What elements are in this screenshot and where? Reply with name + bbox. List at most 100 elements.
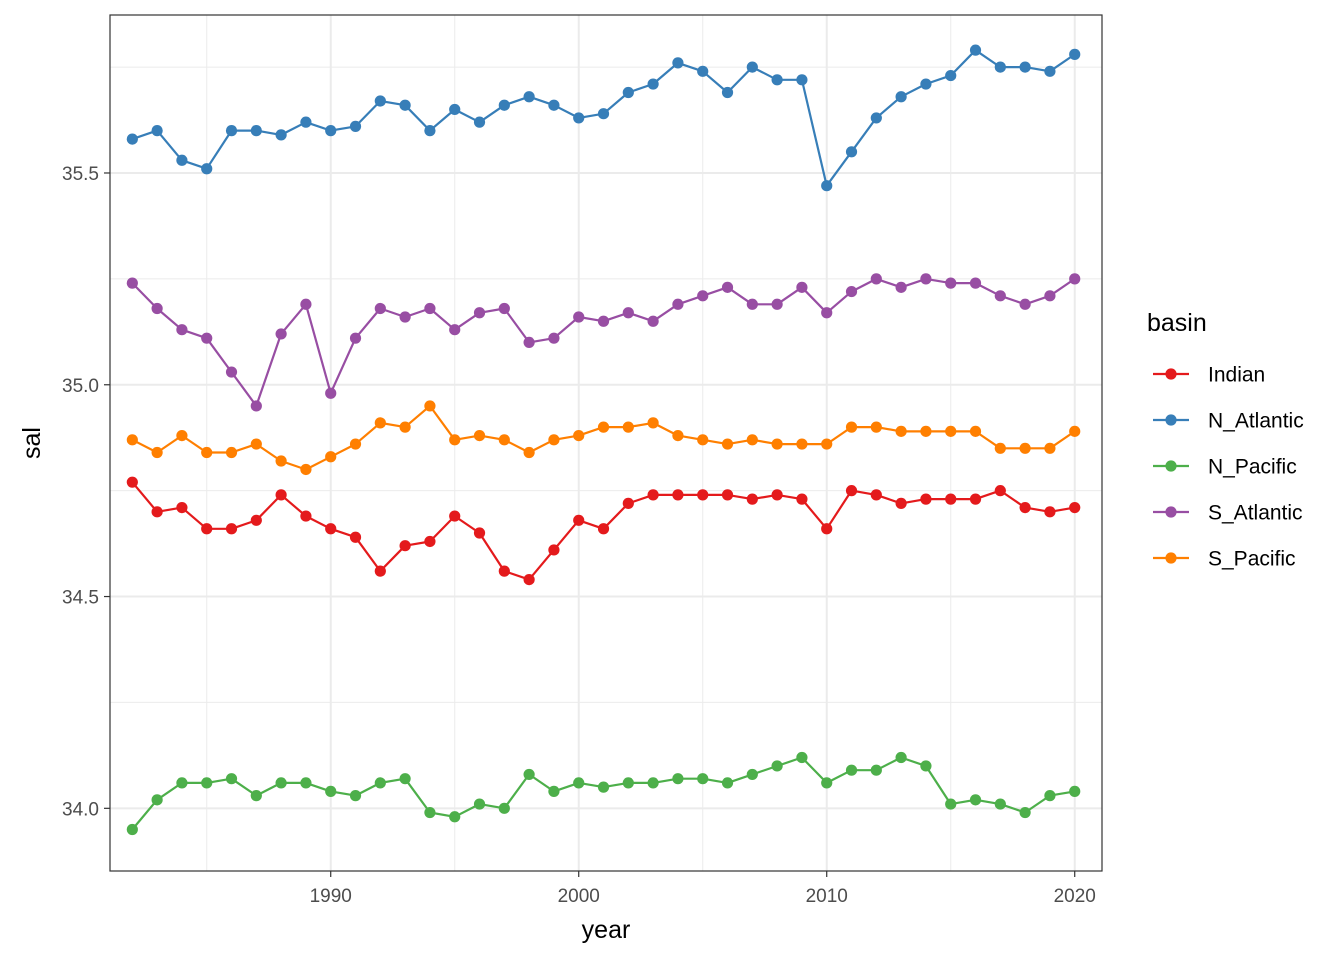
data-point-n-pacific <box>969 794 982 806</box>
data-point-s-pacific <box>870 421 882 433</box>
series-n-pacific <box>126 751 1081 836</box>
data-point-indian <box>349 531 362 543</box>
data-point-indian <box>746 493 758 505</box>
data-point-n-atlantic <box>870 112 882 124</box>
data-point-s-pacific <box>969 425 982 437</box>
data-point-n-atlantic <box>300 116 312 128</box>
data-point-indian <box>201 523 213 535</box>
data-point-s-pacific <box>473 429 486 442</box>
data-point-indian <box>647 489 659 501</box>
x-tick-label: 1990 <box>310 886 352 907</box>
data-point-s-pacific <box>424 400 436 412</box>
data-point-n-pacific <box>151 794 163 806</box>
data-point-n-atlantic <box>349 120 362 132</box>
data-point-n-pacific <box>672 773 684 785</box>
legend: basin Indian N_Atlantic N_Pacific S_Atlanti… <box>1147 309 1304 571</box>
data-point-n-pacific <box>647 777 659 789</box>
data-point-n-atlantic <box>771 74 783 86</box>
data-point-n-atlantic <box>597 108 610 120</box>
data-point-s-atlantic <box>1069 273 1081 285</box>
data-point-s-pacific <box>151 446 163 459</box>
data-point-s-pacific <box>622 421 634 433</box>
data-point-s-atlantic <box>399 311 411 323</box>
data-point-indian <box>622 497 634 509</box>
legend-key-point <box>1165 414 1177 426</box>
data-point-s-pacific <box>746 434 758 446</box>
data-point-s-atlantic <box>225 366 238 378</box>
data-point-n-atlantic <box>945 69 957 82</box>
data-point-s-atlantic <box>498 302 510 315</box>
data-point-s-atlantic <box>721 281 734 293</box>
data-point-n-atlantic <box>895 91 907 103</box>
data-point-n-pacific <box>325 785 337 797</box>
data-point-s-pacific <box>548 434 560 446</box>
legend-title: basin <box>1147 309 1207 337</box>
data-point-indian <box>771 489 783 501</box>
data-point-s-pacific <box>1019 442 1031 454</box>
y-axis-title: sal <box>18 427 46 459</box>
data-point-indian <box>225 523 238 535</box>
data-point-s-pacific <box>573 429 585 442</box>
data-point-s-atlantic <box>176 324 188 336</box>
data-point-s-pacific <box>1044 442 1056 454</box>
data-point-s-pacific <box>697 434 709 446</box>
data-point-s-pacific <box>300 463 312 476</box>
data-point-s-atlantic <box>374 302 386 315</box>
data-point-n-atlantic <box>250 125 262 137</box>
data-point-s-atlantic <box>672 298 684 310</box>
x-tick-label: 2010 <box>806 886 848 907</box>
data-point-s-atlantic <box>746 298 758 310</box>
data-point-indian <box>697 489 709 501</box>
legend-label: N_Atlantic <box>1208 410 1304 433</box>
data-point-n-pacific <box>721 777 734 789</box>
data-point-indian <box>895 497 907 509</box>
data-point-indian <box>151 506 163 518</box>
y-tick-label: 34.0 <box>62 799 99 820</box>
data-point-s-atlantic <box>796 281 808 293</box>
legend-label: Indian <box>1208 364 1265 387</box>
series-n-atlantic <box>126 44 1081 192</box>
data-point-n-atlantic <box>449 103 461 116</box>
data-point-n-atlantic <box>1019 61 1031 73</box>
data-point-n-atlantic <box>275 129 287 141</box>
data-point-s-atlantic <box>647 315 659 327</box>
data-point-s-atlantic <box>969 277 982 289</box>
data-point-n-atlantic <box>473 116 486 128</box>
data-point-n-atlantic <box>746 61 758 73</box>
data-point-indian <box>672 489 684 501</box>
data-point-indian <box>994 485 1006 497</box>
data-point-s-pacific <box>374 417 386 429</box>
data-point-n-pacific <box>746 768 758 781</box>
data-point-s-atlantic <box>1019 298 1031 310</box>
data-point-n-pacific <box>597 781 610 793</box>
data-point-n-atlantic <box>796 74 808 86</box>
data-point-s-pacific <box>796 438 808 450</box>
data-point-s-pacific <box>349 438 362 450</box>
data-point-s-atlantic <box>250 400 262 412</box>
data-point-s-atlantic <box>325 387 337 399</box>
data-point-indian <box>945 493 957 505</box>
data-point-n-atlantic <box>176 154 188 166</box>
data-point-n-pacific <box>895 751 907 764</box>
data-point-n-pacific <box>498 802 510 814</box>
data-point-indian <box>845 485 858 497</box>
data-point-indian <box>870 489 882 501</box>
series-s-atlantic <box>126 273 1081 412</box>
y-tick-label: 35.5 <box>62 164 99 185</box>
legend-item-indian: Indian <box>1153 364 1265 387</box>
data-point-n-atlantic <box>622 86 634 99</box>
data-point-s-pacific <box>771 438 783 450</box>
legend-label: N_Pacific <box>1208 456 1297 479</box>
data-point-s-atlantic <box>548 332 560 344</box>
data-point-s-pacific <box>523 446 535 459</box>
data-point-n-pacific <box>275 777 287 789</box>
data-point-indian <box>498 565 510 577</box>
data-point-indian <box>721 489 734 501</box>
data-point-n-pacific <box>176 777 188 789</box>
data-point-indian <box>573 514 585 526</box>
series-s-pacific <box>126 400 1081 476</box>
data-point-n-pacific <box>1069 785 1081 797</box>
data-point-s-atlantic <box>895 281 907 293</box>
data-point-n-atlantic <box>994 61 1006 73</box>
